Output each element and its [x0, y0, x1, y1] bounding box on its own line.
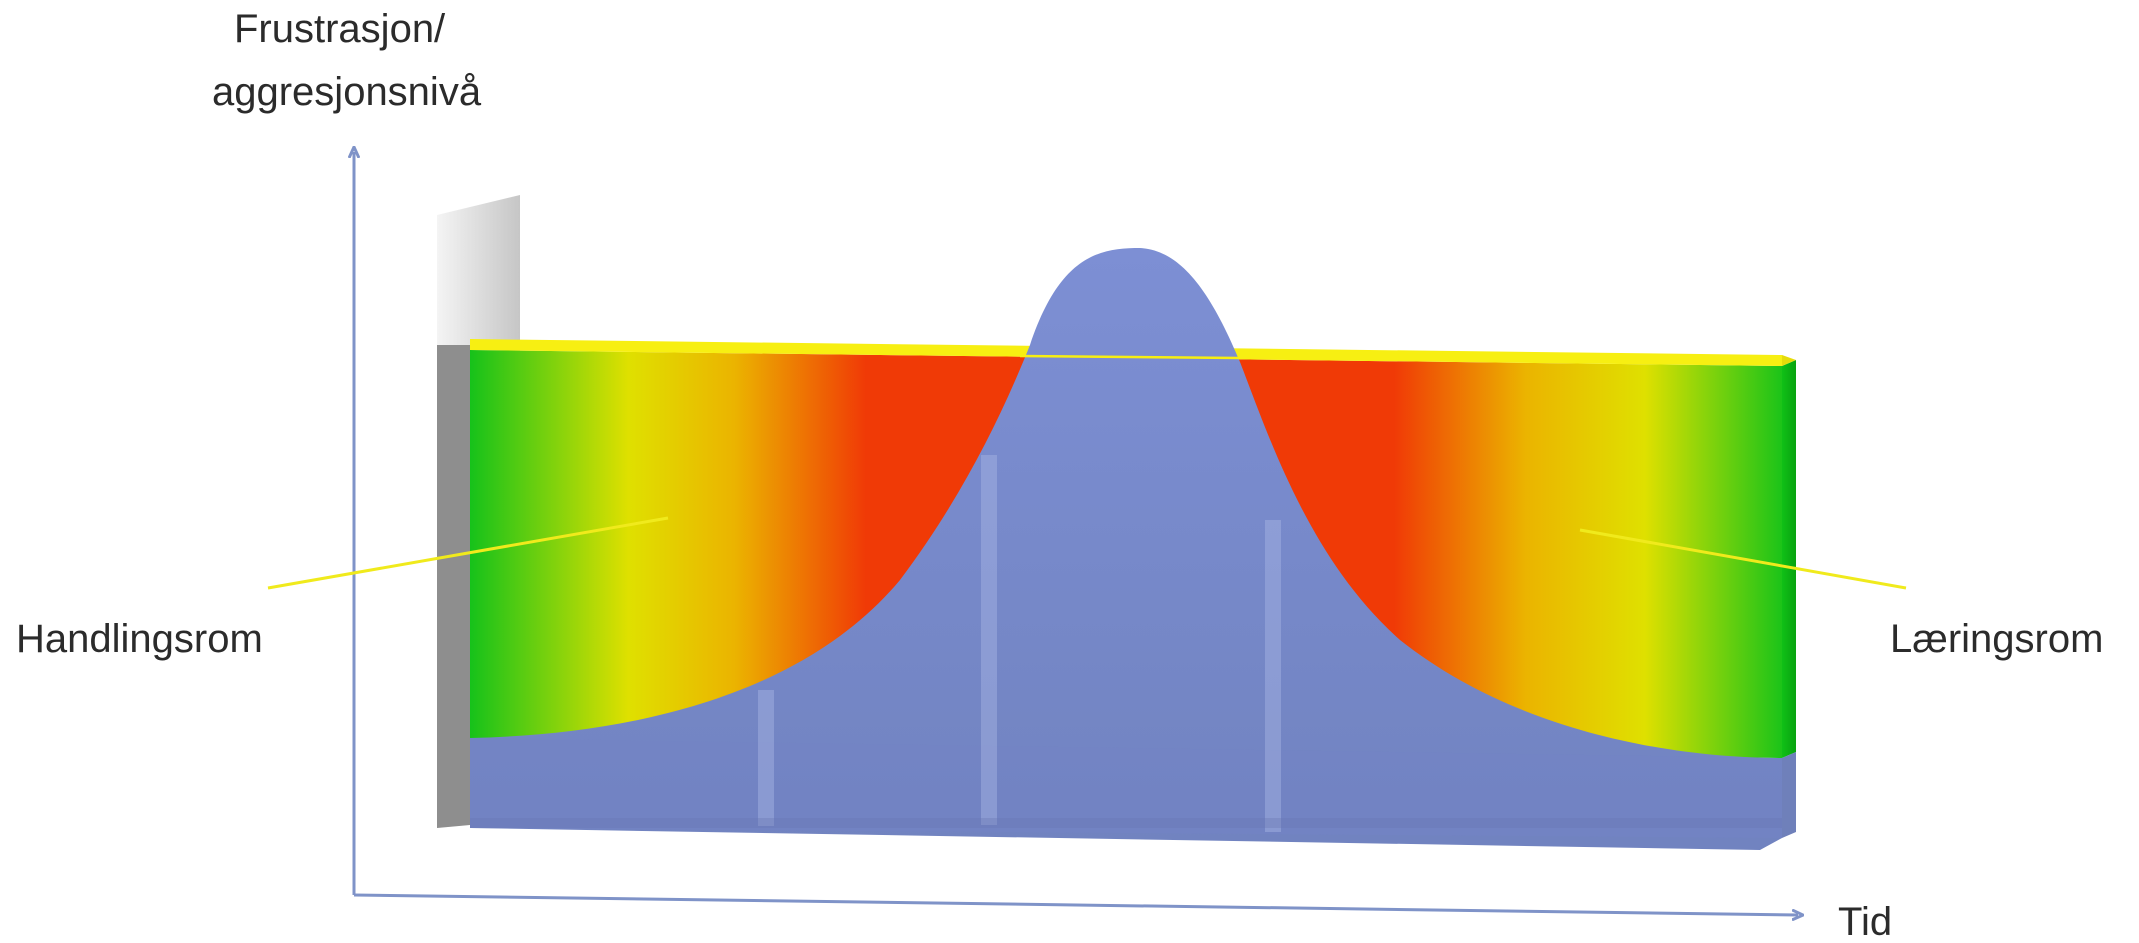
ceiling-line-front — [1019, 354, 1241, 360]
stripe-1 — [758, 690, 774, 826]
ceiling-right-cap — [1782, 355, 1796, 366]
y-axis-label-line1: Frustrasjon/ — [234, 7, 446, 51]
base-shadow-strip — [470, 818, 1782, 828]
frustration-curve-area — [470, 248, 1782, 850]
stripe-2 — [981, 455, 997, 825]
y-axis-label-line2: aggresjonsnivå — [212, 70, 482, 114]
box-right-side — [1782, 360, 1796, 758]
box-left-side — [437, 345, 470, 828]
box-base-front — [470, 738, 1782, 838]
right-label: Læringsrom — [1890, 617, 2103, 661]
right-label-pointer — [1579, 528, 1907, 590]
left-label-pointer — [267, 516, 669, 590]
x-axis-label: Tid — [1838, 900, 1892, 943]
left-label: Handlingsrom — [16, 617, 263, 661]
stripe-3 — [1265, 520, 1281, 832]
x-axis — [353, 893, 1798, 915]
box-base-side — [1782, 752, 1796, 838]
